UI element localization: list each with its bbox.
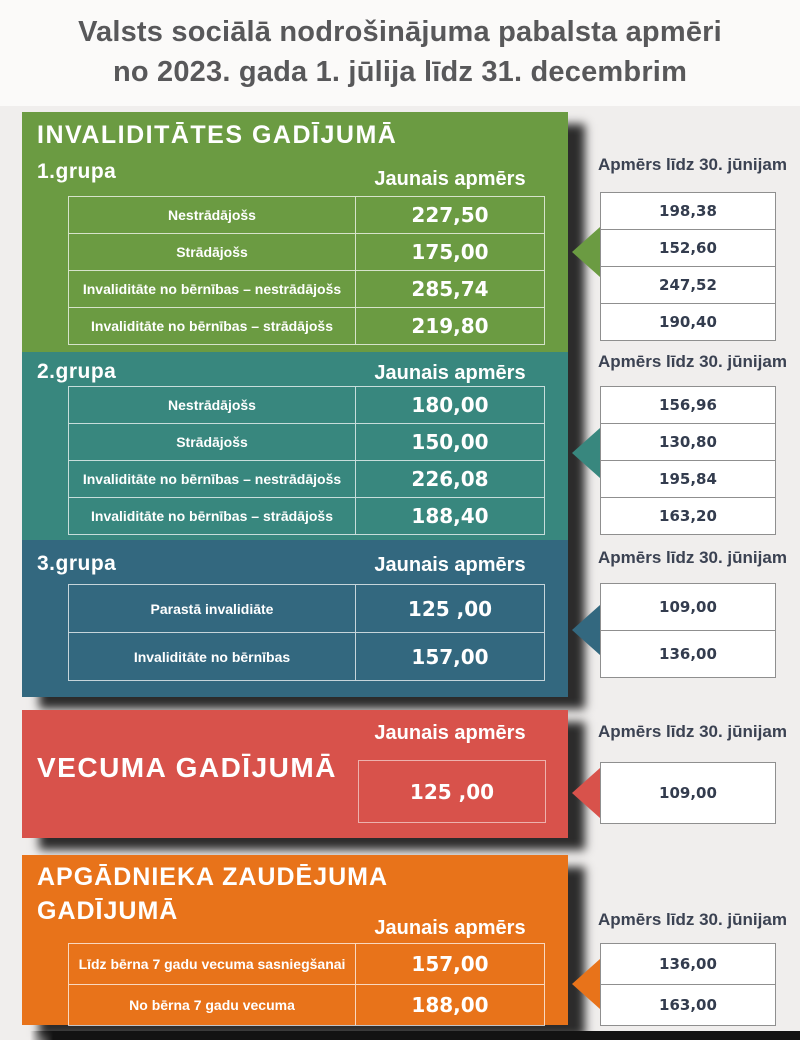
- table-row: Strādājošs 150,00: [69, 423, 544, 460]
- old-values-apgadnieka: 136,00 163,00: [600, 943, 776, 1026]
- old-values-vecuma: 109,00: [600, 762, 776, 824]
- table-row: Nestrādājošs 227,50: [69, 197, 544, 233]
- old-value: 156,96: [659, 396, 717, 414]
- row-new-value: 150,00: [411, 430, 489, 454]
- table-row: Strādājošs 175,00: [69, 233, 544, 270]
- row-label: Parastā invalidiāte: [69, 585, 356, 632]
- old-value: 130,80: [601, 423, 775, 460]
- row-label: Invaliditāte no bērnības – nestrādājošs: [69, 271, 356, 307]
- group1-label: 1.grupa: [37, 160, 117, 183]
- row-new-value: 180,00: [411, 393, 489, 417]
- row-label: Strādājošs: [69, 424, 356, 460]
- row-new-value: 125 ,00: [407, 596, 493, 621]
- bottom-shadow: [30, 1031, 800, 1040]
- old-amount-header: Apmērs līdz 30. jūnijam: [598, 722, 787, 741]
- vecuma-new-amount-box: 125 ,00: [358, 760, 546, 823]
- group2-table: Nestrādājošs 180,00 Strādājošs 150,00 In…: [68, 386, 545, 535]
- row-label: Invaliditāte no bērnības – nestrādājošs: [69, 461, 356, 497]
- table-row: Invaliditāte no bērnības – nestrādājošs …: [69, 270, 544, 307]
- old-value: 247,52: [601, 266, 775, 303]
- old-amount-header: Apmērs līdz 30. jūnijam: [598, 352, 787, 371]
- row-new-value: 188,00: [411, 993, 489, 1017]
- group1-table: Nestrādājošs 227,50 Strādājošs 175,00 In…: [68, 196, 545, 345]
- table-row: Invaliditāte no bērnības – strādājošs 21…: [69, 307, 544, 344]
- invalidity-section-title: INVALIDITĀTES GADĪJUMĀ: [37, 121, 398, 149]
- old-amount-header: Apmērs līdz 30. jūnijam: [598, 910, 787, 929]
- old-value: 198,38: [659, 202, 717, 220]
- vecuma-section-title: VECUMA GADĪJUMĀ: [37, 752, 337, 783]
- old-amount-header: Apmērs līdz 30. jūnijam: [598, 155, 787, 174]
- old-values-group2: 156,96 130,80 195,84 163,20: [600, 386, 776, 535]
- apgadnieka-table: Līdz bērna 7 gadu vecuma sasniegšanai 15…: [68, 943, 545, 1026]
- row-new-value: 285,74: [411, 277, 489, 301]
- row-new-value: 227,50: [411, 203, 489, 227]
- left-arrow-icon: [572, 227, 600, 277]
- row-label: Strādājošs: [69, 234, 356, 270]
- old-value: 152,60: [601, 229, 775, 266]
- invalidity-card: INVALIDITĀTES GADĪJUMĀ 1.grupa Jaunais a…: [22, 112, 568, 697]
- old-value: 195,84: [601, 460, 775, 497]
- old-value: 163,00: [601, 984, 775, 1025]
- row-label: Invaliditāte no bērnības: [69, 633, 356, 680]
- old-value: 109,00: [659, 784, 717, 802]
- row-label: No bērna 7 gadu vecuma: [69, 985, 356, 1025]
- left-arrow-icon: [572, 428, 600, 478]
- old-values-group1: 198,38 152,60 247,52 190,40: [600, 192, 776, 341]
- left-arrow-icon: [572, 605, 600, 655]
- row-label: Nestrādājošs: [69, 197, 356, 233]
- table-row: Invaliditāte no bērnības 157,00: [69, 632, 544, 680]
- left-arrow-icon: [572, 959, 600, 1009]
- apgadnieka-section-title-line2: GADĪJUMĀ: [37, 897, 179, 925]
- table-row: Invaliditāte no bērnības – nestrādājošs …: [69, 460, 544, 497]
- group3-label: 3.grupa: [37, 552, 117, 575]
- row-label: Invaliditāte no bērnības – strādājošs: [69, 498, 356, 534]
- page-title-line1: Valsts sociālā nodrošinājuma pabalsta ap…: [78, 16, 722, 48]
- row-new-value: 175,00: [411, 240, 489, 264]
- table-row: No bērna 7 gadu vecuma 188,00: [69, 984, 544, 1025]
- row-label: Līdz bērna 7 gadu vecuma sasniegšanai: [69, 944, 356, 984]
- row-label: Invaliditāte no bērnības – strādājošs: [69, 308, 356, 344]
- group3-table: Parastā invalidiāte 125 ,00 Invaliditāte…: [68, 584, 545, 681]
- apgadnieka-card: APGĀDNIEKA ZAUDĒJUMA GADĪJUMĀ Jaunais ap…: [22, 855, 568, 1026]
- new-amount-header: Jaunais apmērs: [374, 917, 526, 939]
- left-arrow-icon: [572, 768, 600, 818]
- new-amount-header: Jaunais apmērs: [374, 362, 526, 384]
- table-row: Invaliditāte no bērnības – strādājošs 18…: [69, 497, 544, 534]
- vecuma-card: VECUMA GADĪJUMĀ Jaunais apmērs 125 ,00: [22, 710, 568, 838]
- table-row: Parastā invalidiāte 125 ,00: [69, 585, 544, 632]
- row-new-value: 219,80: [411, 314, 489, 338]
- row-new-value: 157,00: [411, 644, 489, 669]
- old-amount-header: Apmērs līdz 30. jūnijam: [598, 548, 787, 567]
- old-values-group3: 109,00 136,00: [600, 583, 776, 678]
- group2-label: 2.grupa: [37, 360, 117, 383]
- row-new-value: 188,40: [411, 504, 489, 528]
- old-value: 136,00: [659, 955, 717, 973]
- new-amount-header: Jaunais apmērs: [374, 554, 526, 576]
- apgadnieka-section-title-line1: APGĀDNIEKA ZAUDĒJUMA: [37, 863, 389, 891]
- page-title: Valsts sociālā nodrošinājuma pabalsta ap…: [0, 12, 800, 92]
- row-new-value: 157,00: [411, 952, 489, 976]
- new-amount-header: Jaunais apmērs: [374, 722, 526, 744]
- invalidity-group2-panel: 2.grupa Jaunais apmērs Nestrādājošs 180,…: [22, 352, 568, 540]
- title-band: [0, 0, 800, 106]
- invalidity-group1-panel: INVALIDITĀTES GADĪJUMĀ 1.grupa Jaunais a…: [22, 112, 568, 352]
- old-value: 109,00: [659, 598, 717, 616]
- old-value: 190,40: [601, 303, 775, 340]
- new-amount-header: Jaunais apmērs: [374, 168, 526, 190]
- row-label: Nestrādājošs: [69, 387, 356, 423]
- table-row: Līdz bērna 7 gadu vecuma sasniegšanai 15…: [69, 944, 544, 984]
- old-value: 136,00: [601, 630, 775, 677]
- table-row: Nestrādājošs 180,00: [69, 387, 544, 423]
- row-new-value: 226,08: [411, 467, 489, 491]
- page-title-line2: no 2023. gada 1. jūlija līdz 31. decembr…: [112, 56, 688, 88]
- old-value: 163,20: [601, 497, 775, 534]
- invalidity-group3-panel: 3.grupa Jaunais apmērs Parastā invalidiā…: [22, 540, 568, 697]
